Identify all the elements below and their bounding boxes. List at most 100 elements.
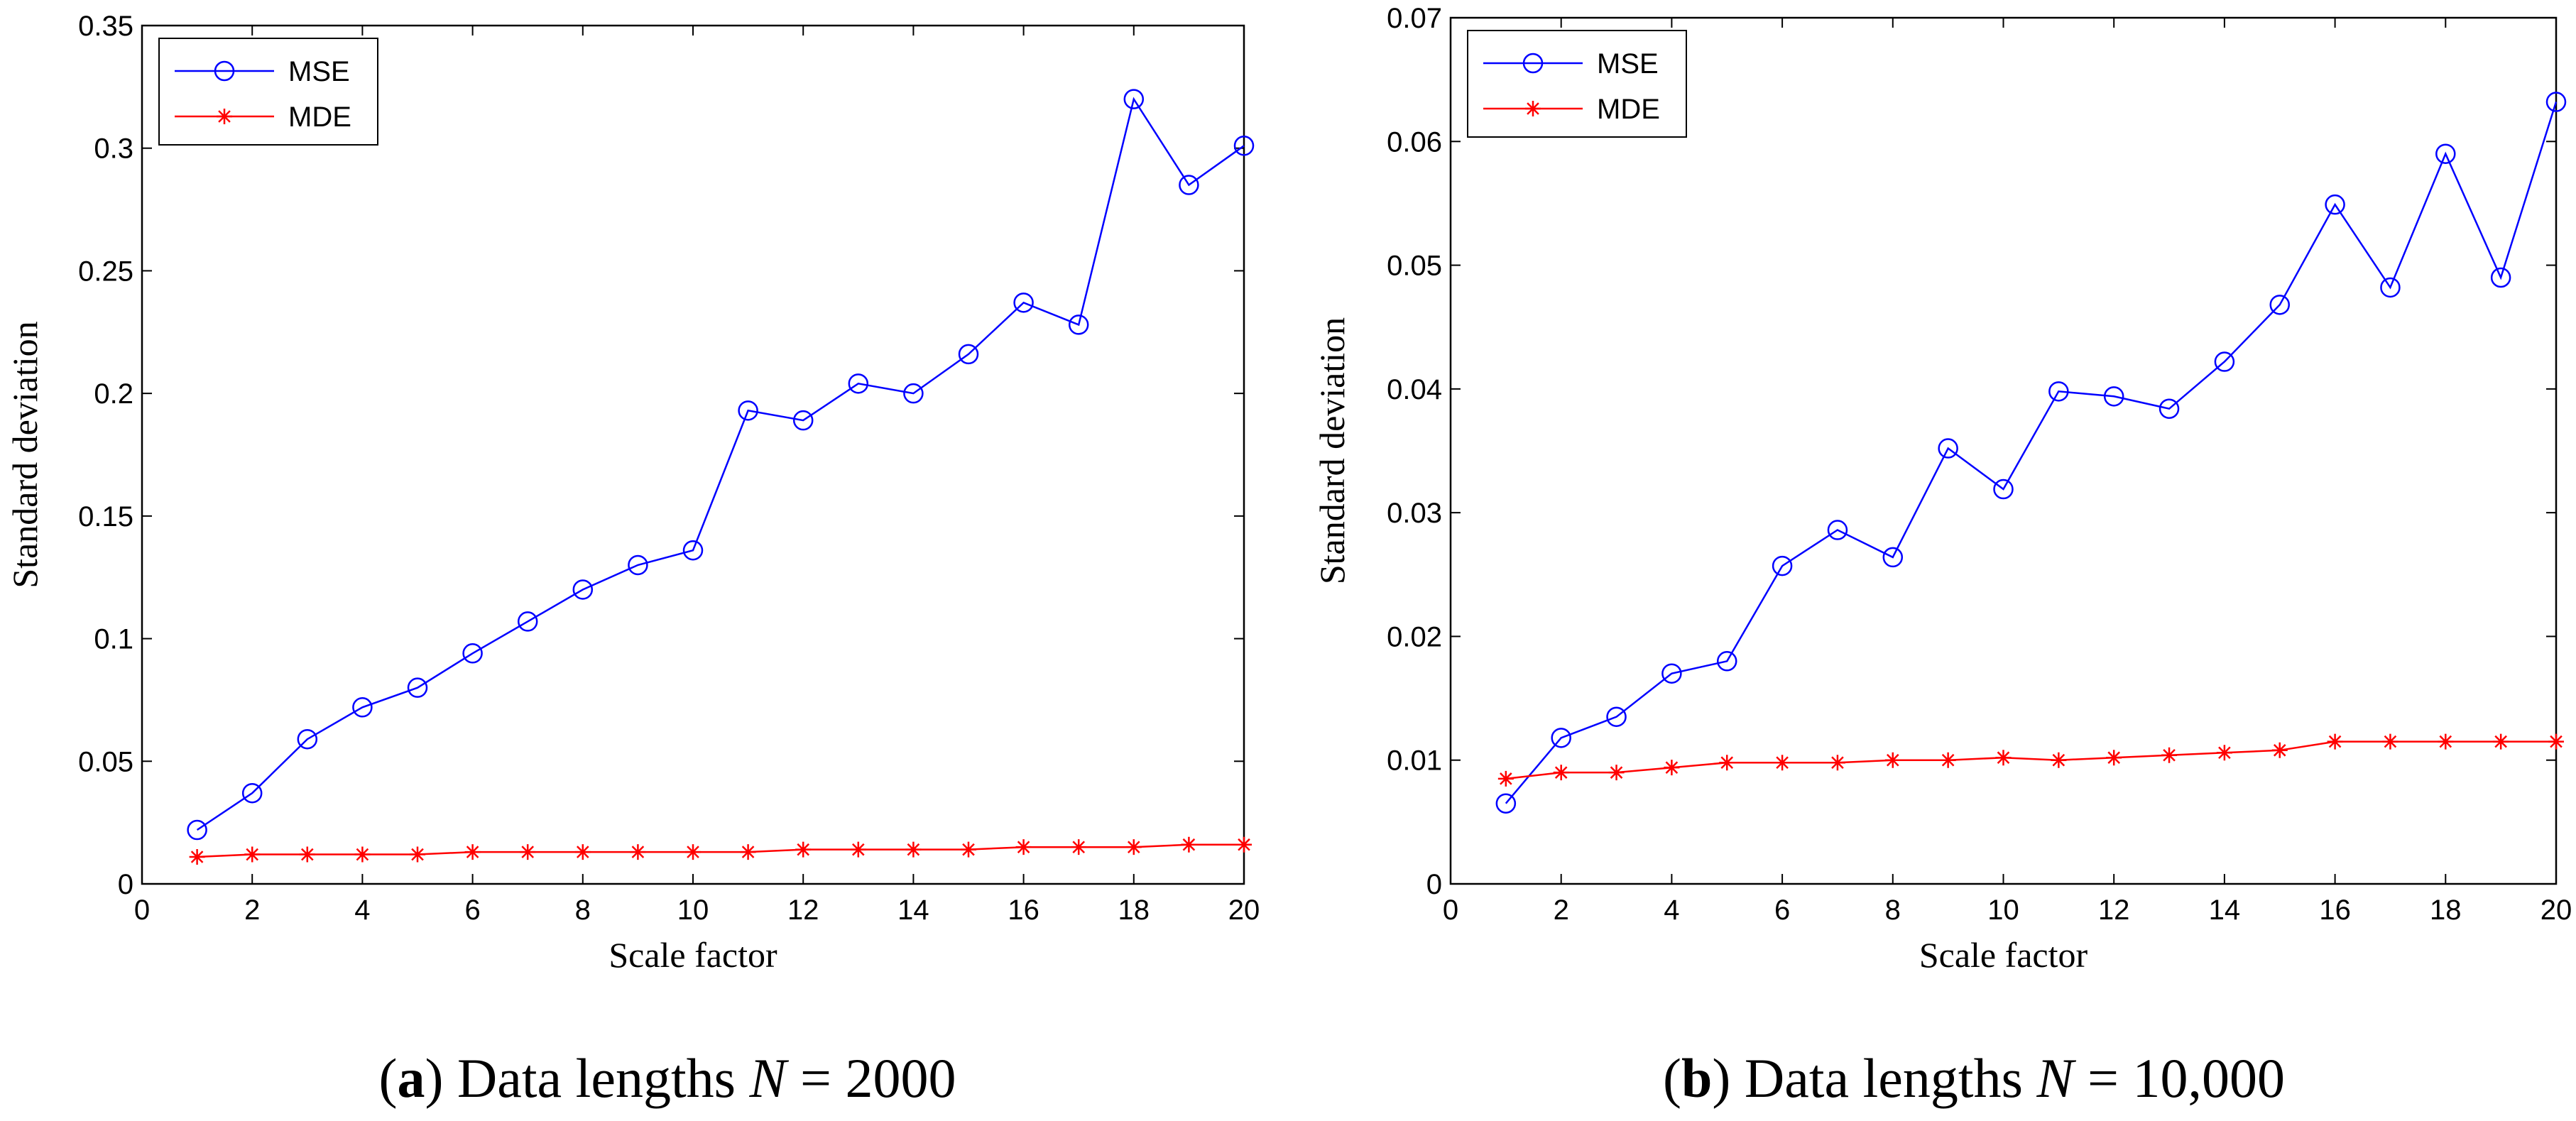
y-axis-title: Standard deviation — [5, 321, 45, 588]
y-tick-label: 0.05 — [78, 746, 133, 777]
data-point-mse — [1938, 438, 1958, 459]
data-point-mse — [2103, 386, 2124, 407]
series-mse — [187, 89, 1255, 841]
caption-part: a — [397, 1047, 425, 1109]
data-point-mse — [2269, 295, 2290, 315]
data-point-mse — [352, 697, 373, 718]
data-point-mde — [2438, 733, 2454, 750]
data-point-mde — [1995, 750, 2012, 766]
data-point-mde — [2327, 733, 2343, 750]
y-tick-label: 0.25 — [78, 256, 133, 287]
x-tick-label: 8 — [575, 895, 591, 926]
data-point-mde — [1497, 770, 1514, 787]
data-point-mde — [1125, 839, 1142, 855]
data-point-mde — [2106, 750, 2122, 766]
x-tick-label: 16 — [2319, 895, 2351, 926]
y-tick-label: 0.2 — [94, 378, 133, 410]
data-point-mde — [354, 846, 371, 863]
caption-part: ( — [1663, 1047, 1681, 1109]
data-point-mde — [520, 844, 536, 860]
data-point-mse — [2490, 267, 2511, 288]
data-point-mse — [1606, 706, 1627, 727]
y-tick-label: 0.1 — [94, 624, 133, 655]
y-axis-title: Standard deviation — [1312, 317, 1352, 584]
data-point-mse — [1661, 663, 1682, 684]
x-tick-label: 12 — [2098, 895, 2130, 926]
data-point-mse — [187, 819, 207, 841]
y-tick-label: 0.04 — [1387, 374, 1442, 405]
x-tick-label: 2 — [1554, 895, 1569, 926]
data-point-mse — [682, 540, 704, 561]
legend-label-mde: MDE — [288, 102, 351, 133]
data-point-mse — [1179, 175, 1199, 195]
x-tick-label: 0 — [1443, 895, 1458, 926]
data-point-mde — [299, 846, 315, 863]
series-mse — [1495, 92, 2567, 814]
panel-caption: (b) Data lengths N = 10,000 — [1663, 1047, 2285, 1109]
x-tick-label: 6 — [1774, 895, 1790, 926]
data-point-mse — [572, 579, 594, 600]
data-point-mse — [462, 643, 483, 664]
data-point-mde — [1071, 839, 1087, 855]
plot-area — [141, 24, 1245, 885]
data-point-mse — [792, 410, 814, 431]
data-point-mde — [2216, 745, 2232, 761]
x-tick-label: 2 — [244, 895, 260, 926]
series-mde — [1497, 733, 2564, 787]
data-point-mde — [2548, 733, 2564, 750]
data-point-mse — [1717, 651, 1737, 672]
y-tick-label: 0.15 — [78, 501, 133, 532]
x-tick-label: 10 — [1987, 895, 2019, 926]
data-point-mse — [2159, 398, 2180, 419]
x-tick-label: 20 — [2540, 895, 2572, 926]
legend-marker-mse — [214, 60, 235, 82]
data-point-mse — [1495, 793, 1517, 814]
chart-panel-a: 0 2 4 6 8 10 12 14 16 18 20 0 0.05 0.1 0.15 0.2 0.25 0.3 0… — [5, 11, 1260, 1109]
data-point-mde — [1774, 755, 1791, 771]
caption-part: ) Data lengths — [1712, 1047, 2036, 1109]
series-mde — [189, 836, 1252, 865]
data-point-mde — [2271, 742, 2288, 758]
data-point-mde — [685, 844, 701, 860]
legend-label-mse: MSE — [1597, 48, 1659, 80]
data-point-mse — [903, 383, 924, 404]
legend: MSE MDE — [158, 38, 378, 146]
y-tick-label: 0.3 — [94, 133, 133, 165]
caption-part: b — [1681, 1047, 1712, 1109]
data-point-mse — [738, 400, 758, 421]
x-tick-label: 16 — [1008, 895, 1039, 926]
data-point-mde — [1553, 765, 1569, 781]
x-axis-title: Scale factor — [1919, 935, 2088, 975]
data-point-mse — [1993, 479, 2014, 500]
data-point-mse — [2545, 92, 2567, 112]
data-point-mde — [905, 841, 922, 858]
y-tick-label: 0.05 — [1387, 251, 1442, 282]
caption-part: N — [748, 1047, 789, 1109]
data-point-mde — [2382, 733, 2398, 750]
data-point-mde — [740, 844, 756, 860]
data-point-mse — [517, 611, 538, 632]
panel-caption: (a) Data lengths N = 2000 — [378, 1047, 956, 1109]
x-tick-label: 0 — [134, 895, 150, 926]
caption-part: ) Data lengths — [425, 1047, 749, 1109]
data-point-mse — [1772, 555, 1793, 576]
y-tick-label: 0.01 — [1387, 745, 1442, 777]
data-point-mde — [1719, 755, 1735, 771]
data-point-mse — [2214, 351, 2235, 372]
data-point-mse — [2380, 277, 2401, 298]
data-point-mde — [1608, 765, 1625, 781]
legend-label-mde: MDE — [1597, 94, 1660, 125]
legend-box — [1467, 30, 1687, 138]
data-point-mde — [2161, 747, 2178, 763]
y-tick-label: 0.06 — [1387, 126, 1442, 158]
data-point-mde — [1181, 836, 1197, 853]
data-point-mse — [1827, 520, 1848, 540]
x-tick-label: 18 — [1118, 895, 1150, 926]
data-point-mde — [244, 846, 261, 863]
plot-area — [1449, 16, 2558, 885]
data-point-mse — [2048, 381, 2069, 402]
series-line-mde — [1505, 740, 2556, 780]
data-point-mde — [1015, 839, 1032, 855]
data-point-mse — [848, 373, 869, 394]
